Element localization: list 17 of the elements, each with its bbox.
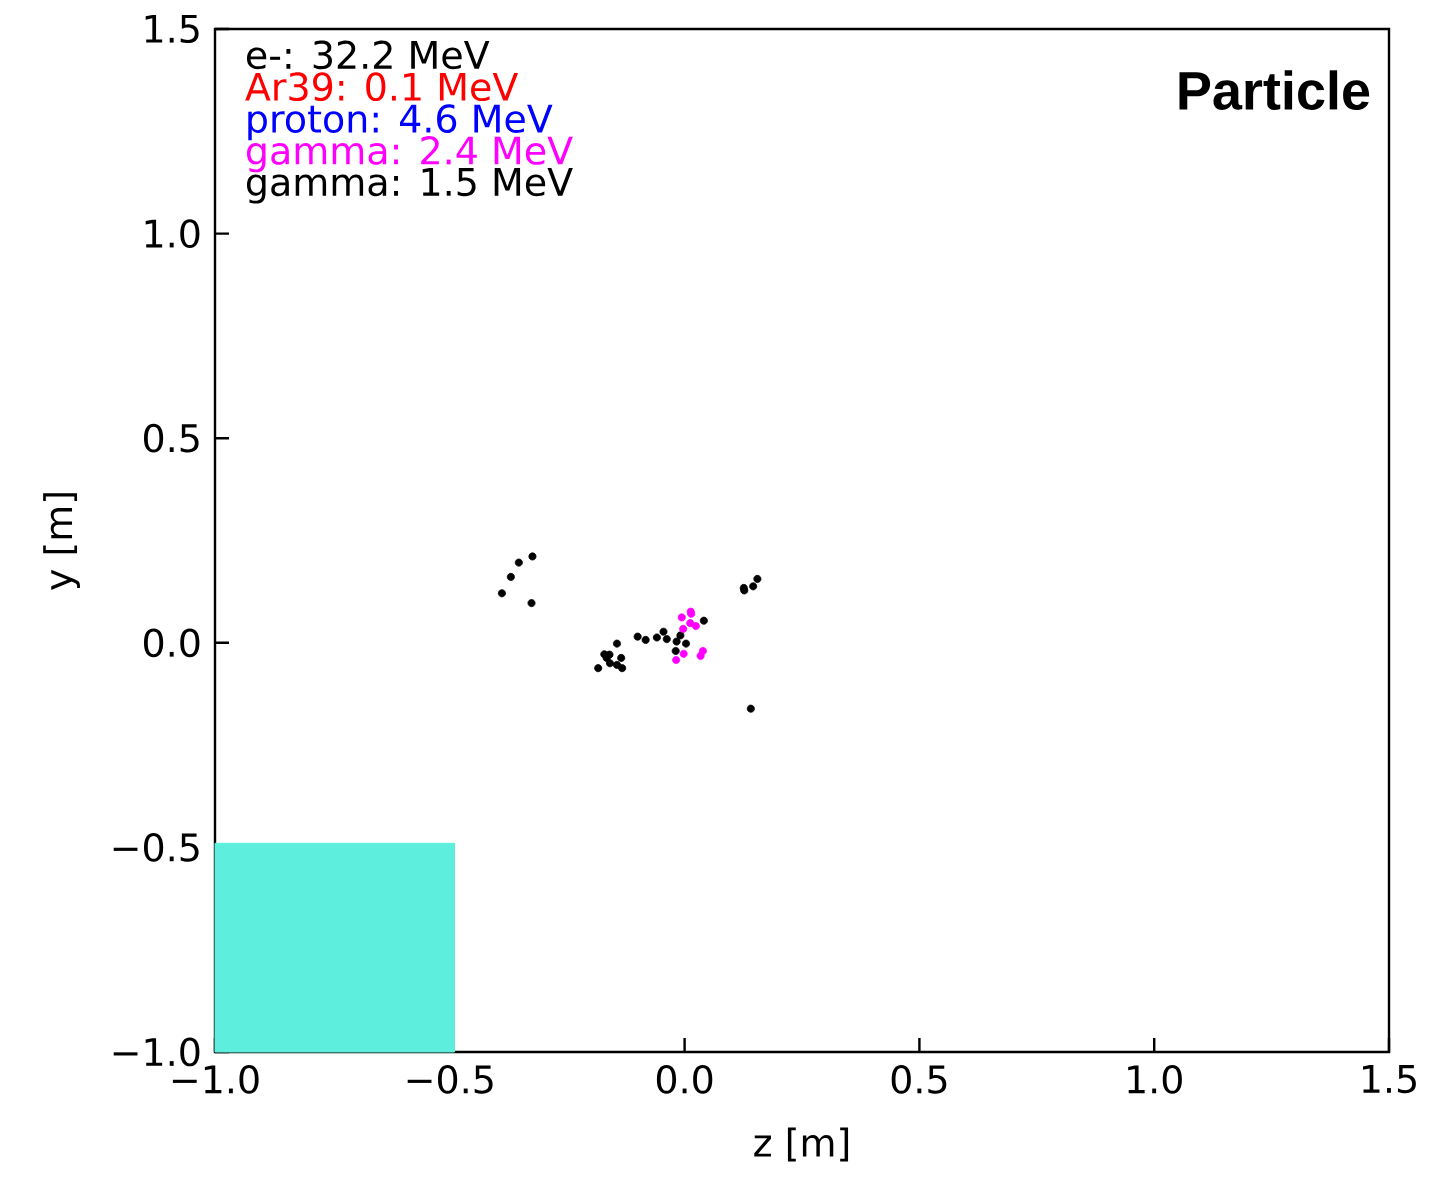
legend-label: e-: 32.2 MeV: [246, 40, 490, 70]
x-tick-label: 1.0: [1128, 1065, 1182, 1094]
y-tick-label: 1.0: [145, 219, 200, 248]
y-tick-label: −1.0: [113, 1037, 200, 1067]
x-tick-label: 0.5: [891, 1065, 947, 1094]
y-tick-label: 0.5: [144, 423, 199, 453]
x-tick-label: −1.0: [172, 1065, 259, 1094]
y-tick-label: 1.5: [145, 14, 199, 44]
x-tick-label: 1.5: [1362, 1065, 1416, 1094]
y-tick-label: −0.5: [113, 833, 199, 862]
x-tick-label: 0.0: [656, 1065, 713, 1094]
legend-label: Ar39: 0.1 MeV: [245, 72, 519, 102]
x-tick-label: −0.5: [407, 1065, 493, 1094]
y-axis-title: y [m]: [43, 493, 80, 590]
y-tick-label: 0.0: [144, 628, 200, 658]
x-axis-title: z [m]: [754, 1127, 849, 1162]
text: Particle: [1179, 70, 1370, 110]
